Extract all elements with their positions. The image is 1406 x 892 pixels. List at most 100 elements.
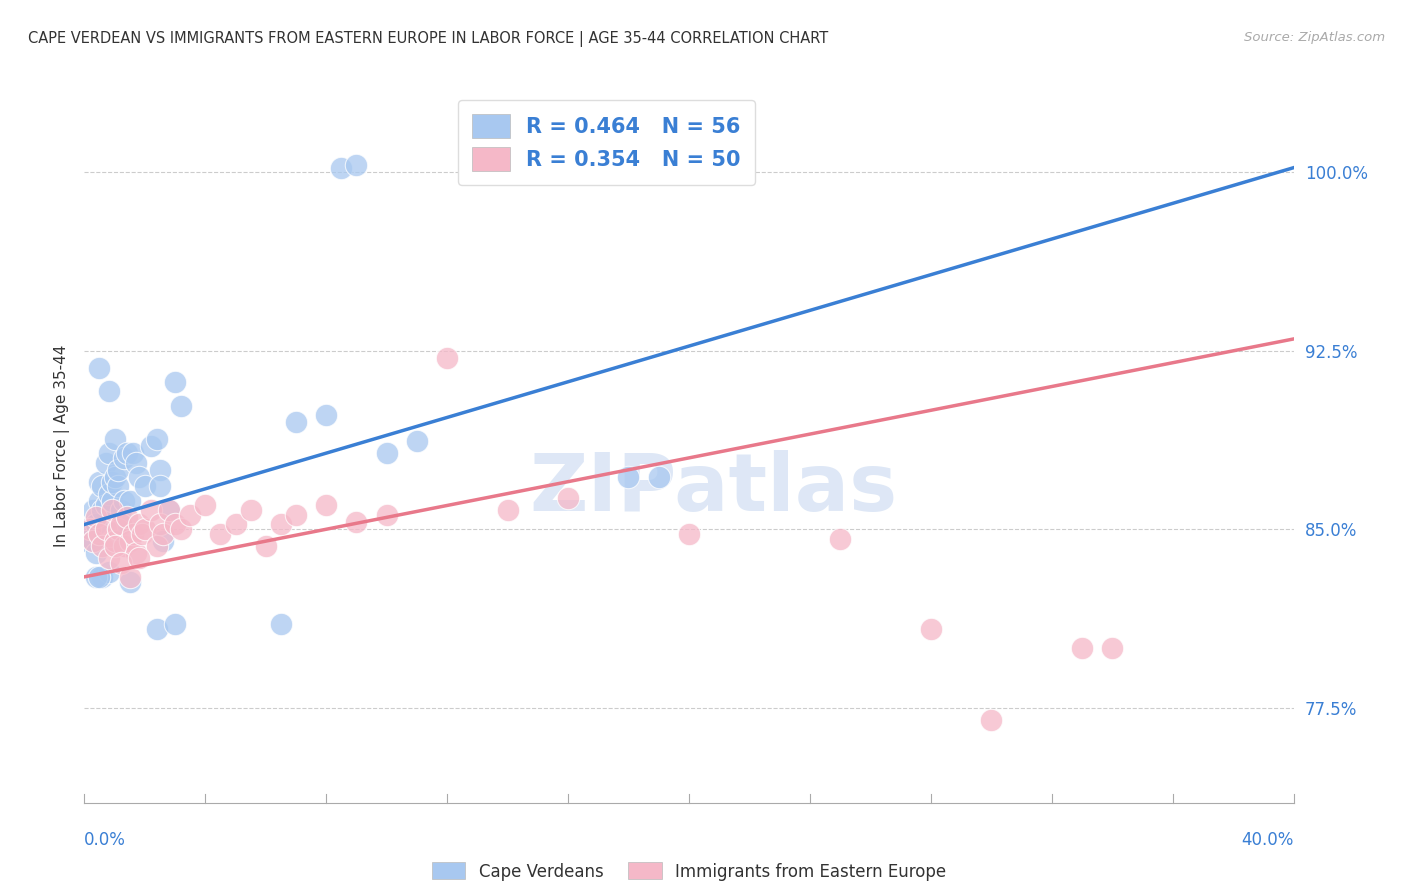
Point [1071,641,1094,656]
Point [110,517,132,532]
Text: 40.0%: 40.0% [1241,831,1294,849]
Point [86,510,108,524]
Point [125,456,148,470]
Point [149,479,172,493]
Point [1101,641,1123,656]
Point [104,432,127,446]
Point [146,539,169,553]
Point [97,384,120,399]
Point [97,446,120,460]
Point [97,565,120,579]
Point [107,522,129,536]
Point [330,161,353,175]
Point [89,360,111,375]
Point [139,439,162,453]
Point [557,491,579,506]
Point [118,493,141,508]
Point [94,522,117,536]
Point [128,470,150,484]
Point [678,527,700,541]
Legend: Cape Verdeans, Immigrants from Eastern Europe: Cape Verdeans, Immigrants from Eastern E… [425,855,953,888]
Point [830,532,852,546]
Text: ZIPatlas: ZIPatlas [529,450,897,528]
Point [82,534,104,549]
Point [179,508,201,522]
Point [496,503,519,517]
Point [91,539,114,553]
Point [118,574,141,589]
Point [118,570,141,584]
Point [97,486,120,500]
Point [94,499,117,513]
Point [152,534,174,549]
Point [346,515,368,529]
Point [270,517,292,532]
Point [76,522,98,536]
Point [110,503,132,517]
Point [406,434,429,449]
Point [170,399,193,413]
Point [146,622,169,636]
Point [375,446,398,460]
Point [91,570,114,584]
Point [110,517,132,532]
Point [315,499,337,513]
Point [209,527,232,541]
Point [254,539,277,553]
Point [100,475,122,489]
Point [121,527,143,541]
Point [82,503,104,517]
Point [104,534,127,549]
Point [115,446,138,460]
Point [89,527,111,541]
Point [225,517,247,532]
Point [128,550,150,565]
Point [94,456,117,470]
Text: 0.0%: 0.0% [84,831,127,849]
Point [239,503,262,517]
Point [86,517,108,532]
Point [86,570,108,584]
Point [89,493,111,508]
Point [149,517,172,532]
Point [163,375,186,389]
Point [157,503,180,517]
Point [100,493,122,508]
Point [146,432,169,446]
Point [375,508,398,522]
Point [617,470,640,484]
Point [86,546,108,560]
Point [82,534,104,549]
Point [121,446,143,460]
Point [107,479,129,493]
Point [134,522,156,536]
Point [315,408,337,422]
Point [89,570,111,584]
Point [112,450,135,465]
Point [152,527,174,541]
Text: CAPE VERDEAN VS IMMIGRANTS FROM EASTERN EUROPE IN LABOR FORCE | AGE 35-44 CORREL: CAPE VERDEAN VS IMMIGRANTS FROM EASTERN … [28,31,828,47]
Point [118,534,141,549]
Point [284,508,308,522]
Point [131,527,153,541]
Y-axis label: In Labor Force | Age 35-44: In Labor Force | Age 35-44 [55,345,70,547]
Point [157,503,180,517]
Point [194,499,217,513]
Point [104,539,127,553]
Point [125,546,148,560]
Point [163,517,186,532]
Point [284,415,308,429]
Point [115,510,138,524]
Point [270,617,292,632]
Point [107,463,129,477]
Point [647,470,671,484]
Point [112,539,135,553]
Point [97,550,120,565]
Point [149,463,172,477]
Point [89,475,111,489]
Point [436,351,458,365]
Point [139,503,162,517]
Point [91,503,114,517]
Point [100,503,122,517]
Point [170,522,193,536]
